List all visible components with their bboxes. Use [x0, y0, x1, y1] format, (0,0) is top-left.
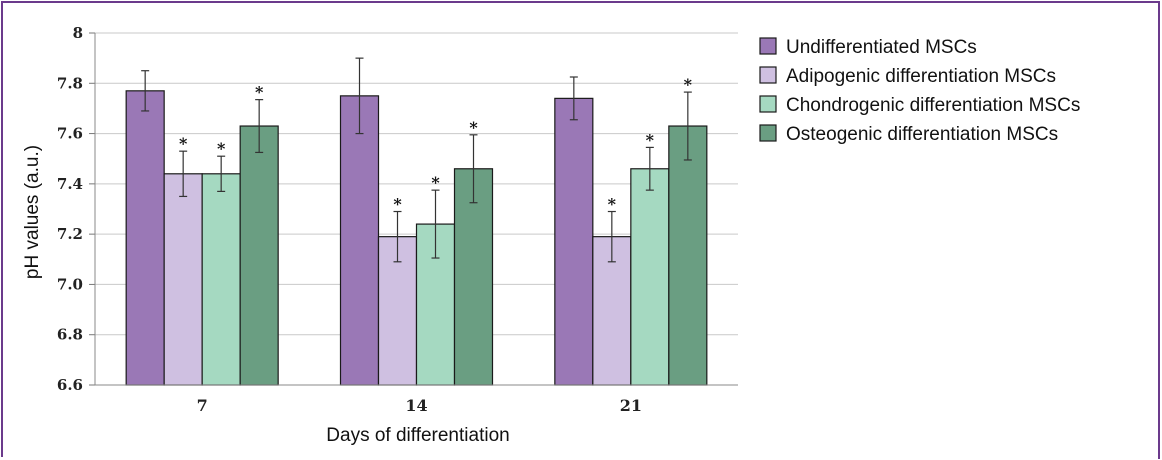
bar-undifferentiated-day-14	[339, 95, 380, 386]
x-tick-label: 21	[620, 396, 642, 415]
x-axis-label: Days of differentiation	[326, 425, 509, 446]
significance-star: *	[217, 139, 226, 158]
legend-swatch	[759, 95, 777, 113]
significance-star: *	[469, 118, 478, 137]
error-bars	[141, 57, 692, 263]
bar-undifferentiated-day-7	[125, 90, 165, 386]
significance-star: *	[431, 173, 440, 192]
significance-star: *	[393, 195, 402, 214]
significance-star: *	[608, 195, 617, 214]
legend-swatch	[759, 66, 777, 84]
y-tick-label: 7.6	[57, 125, 83, 143]
significance-star: *	[255, 83, 264, 102]
x-tick-labels: 7 14 21	[197, 396, 642, 415]
legend-label: Undifferentiated MSCs	[786, 37, 977, 58]
significance-star: *	[646, 130, 655, 149]
bar-adipogenic-day-7	[163, 173, 203, 386]
figure-frame-edge	[1158, 1, 1160, 459]
y-tick-label: 6.8	[57, 326, 83, 344]
bar-undifferentiated-day-21	[554, 97, 594, 386]
bar-chondrogenic-day-21	[630, 168, 670, 386]
legend-swatch	[759, 124, 777, 142]
legend-label: Adipogenic differentiation MSCs	[786, 66, 1056, 87]
y-tick-labels: 6.6 6.8 7.0 7.2 7.4 7.6 7.8 8	[57, 24, 83, 394]
y-tick-label: 7.2	[57, 225, 83, 243]
bars	[125, 90, 708, 386]
bar-osteogenic-day-14	[453, 168, 494, 386]
y-tick-label: 6.6	[57, 376, 83, 394]
y-axis-label: pH values (a.u.)	[22, 145, 43, 279]
x-tick-label: 7	[197, 396, 208, 415]
y-tick-label: 7.8	[57, 74, 83, 92]
significance-star: *	[179, 134, 188, 153]
legend-label: Chondrogenic differentiation MSCs	[786, 95, 1080, 116]
significance-star: *	[684, 75, 693, 94]
y-tick-label: 8	[73, 24, 83, 42]
y-tick-label: 7.0	[57, 275, 83, 293]
legend-swatch	[759, 37, 777, 55]
bar-chondrogenic-day-7	[201, 173, 241, 386]
axes	[94, 33, 738, 386]
y-tick-label: 7.4	[57, 175, 83, 193]
bar-osteogenic-day-21	[668, 125, 708, 386]
legend-label: Osteogenic differentiation MSCs	[786, 124, 1058, 145]
x-tick-label: 14	[405, 396, 427, 415]
bar-osteogenic-day-7	[239, 125, 279, 386]
legend: Undifferentiated MSCs Adipogenic differen…	[759, 37, 1080, 145]
significance-markers: * * * * * * * * *	[179, 75, 693, 213]
